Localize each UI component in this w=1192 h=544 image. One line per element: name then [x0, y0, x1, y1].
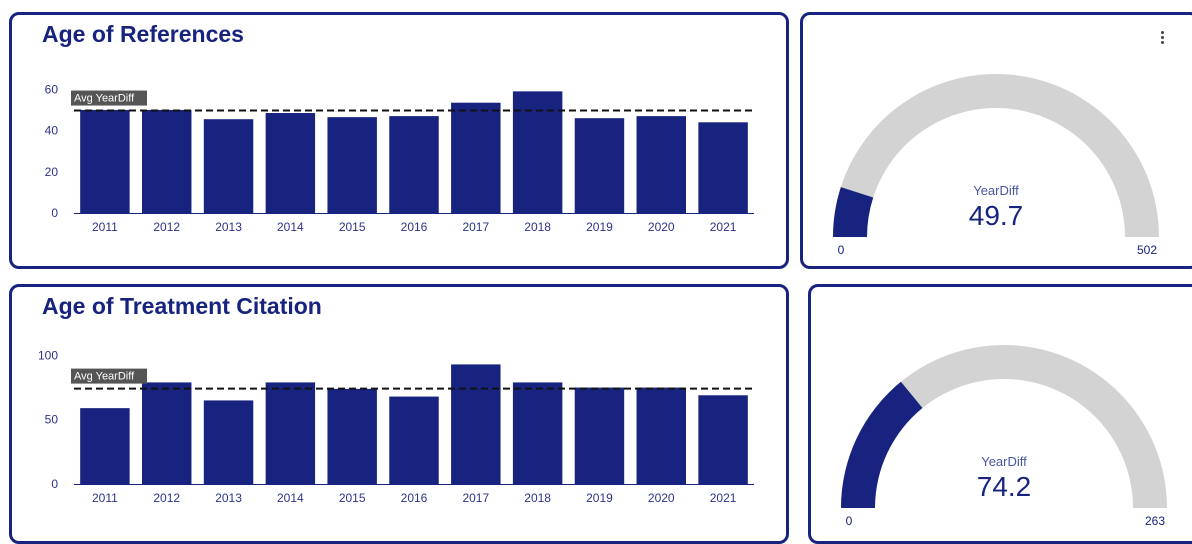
x-tick-label: 2017 — [462, 491, 489, 505]
gauge-max-label: 502 — [1137, 243, 1157, 257]
x-tick-label: 2012 — [153, 220, 180, 234]
bar — [636, 387, 686, 484]
x-tick-label: 2013 — [215, 220, 242, 234]
x-tick-label: 2021 — [710, 220, 737, 234]
bar — [80, 408, 130, 484]
bar — [265, 113, 316, 213]
avg-reference-label: Avg YearDiff — [74, 93, 135, 105]
references-bar-chart: 0 20 40 60 2011 2012 2013 2014 2015 2016 2017 2018 2… — [45, 82, 754, 234]
bar — [327, 117, 377, 213]
bar — [203, 119, 254, 213]
x-tick-label: 2012 — [153, 491, 180, 505]
x-tick-label: 2015 — [339, 491, 366, 505]
y-tick-label: 0 — [51, 206, 58, 220]
y-tick-label: 20 — [45, 165, 59, 179]
x-tick-label: 2018 — [524, 491, 551, 505]
bar — [265, 382, 316, 484]
bar — [142, 382, 192, 484]
bar — [451, 102, 501, 213]
gauge-value: 49.7 — [969, 200, 1024, 231]
treatment-gauge: YearDiff 74.2 0 263 — [841, 345, 1167, 528]
avg-reference-label: Avg YearDiff — [74, 371, 135, 383]
bar — [698, 395, 748, 484]
gauge-value-arc — [833, 187, 874, 237]
x-tick-label: 2017 — [462, 220, 489, 234]
x-tick-label: 2011 — [92, 491, 118, 505]
x-tick-label: 2014 — [277, 220, 304, 234]
bar — [636, 116, 686, 213]
treatment-bar-chart: 0 50 100 2011 2012 2013 2014 2015 2016 2017 2018 20… — [38, 348, 754, 505]
bar — [574, 118, 625, 213]
bar — [512, 91, 563, 213]
chart-title: Age of References — [42, 21, 244, 47]
references-gauge-card: YearDiff 49.7 0 502 — [800, 12, 1192, 269]
x-tick-label: 2020 — [648, 491, 675, 505]
gauge-label: YearDiff — [981, 454, 1027, 469]
x-tick-label: 2019 — [586, 491, 613, 505]
treatment-chart-card: Age of Treatment Citation 0 50 100 2011 2012… — [9, 284, 789, 544]
gauge-track — [833, 74, 1159, 237]
gauge-value: 74.2 — [977, 471, 1032, 502]
gauge-track — [841, 345, 1167, 508]
bar — [574, 387, 625, 484]
y-tick-label: 100 — [38, 348, 58, 362]
x-tick-label: 2011 — [92, 220, 118, 234]
bar — [512, 382, 563, 484]
chart-title: Age of Treatment Citation — [42, 293, 322, 319]
y-tick-label: 0 — [51, 477, 58, 491]
x-tick-label: 2018 — [524, 220, 551, 234]
gauge-value-arc — [841, 381, 923, 508]
bar — [142, 109, 192, 213]
gauge-min-label: 0 — [838, 243, 845, 257]
references-chart-card: Age of References 0 20 40 60 2011 2012 2013 201… — [9, 12, 789, 269]
gauge-min-label: 0 — [846, 514, 853, 528]
bar — [389, 116, 439, 213]
y-tick-label: 60 — [45, 82, 59, 96]
treatment-gauge-card: YearDiff 74.2 0 263 — [808, 284, 1192, 544]
avg-label-background — [71, 90, 147, 106]
x-tick-label: 2015 — [339, 220, 366, 234]
references-gauge: YearDiff 49.7 0 502 — [833, 74, 1159, 257]
bar — [203, 400, 254, 484]
more-options-icon[interactable] — [1159, 31, 1165, 44]
y-tick-label: 50 — [45, 413, 59, 427]
avg-label-background — [71, 368, 147, 384]
gauge-label: YearDiff — [973, 183, 1019, 198]
x-tick-label: 2020 — [648, 220, 675, 234]
x-tick-label: 2013 — [215, 491, 242, 505]
x-tick-label: 2014 — [277, 491, 304, 505]
x-tick-label: 2016 — [401, 220, 428, 234]
bar — [698, 122, 748, 213]
bar — [389, 396, 439, 484]
bar — [80, 109, 130, 213]
gauge-max-label: 263 — [1145, 514, 1165, 528]
x-tick-label: 2019 — [586, 220, 613, 234]
bar — [451, 364, 501, 484]
y-tick-label: 40 — [45, 124, 59, 138]
x-tick-label: 2021 — [710, 491, 737, 505]
bar — [327, 388, 377, 484]
x-tick-label: 2016 — [401, 491, 428, 505]
